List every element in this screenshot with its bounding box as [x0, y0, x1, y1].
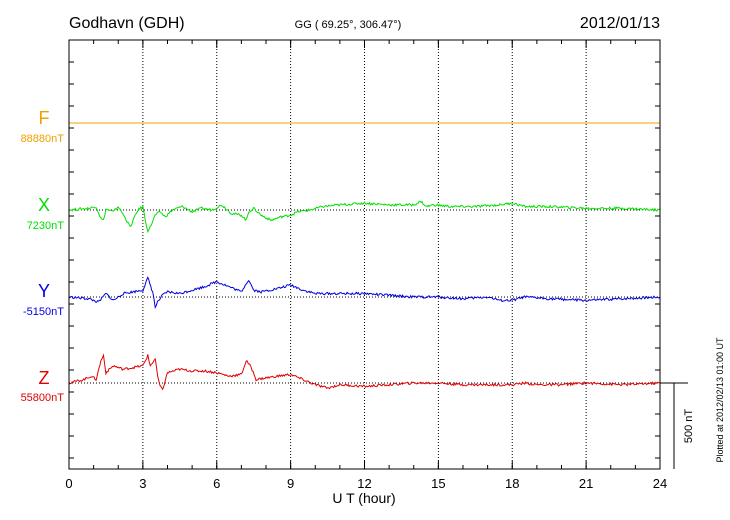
coordinates-label: GG ( 69.25°, 306.47°) [295, 19, 402, 31]
series-label-z: Z [39, 368, 50, 388]
x-tick-label: 15 [431, 476, 445, 491]
scale-bar: 500 nT [660, 382, 695, 469]
series-baseline-z: 55800nT [21, 392, 65, 404]
x-tick-labels: 0 3 6 9 12 15 18 21 24 [65, 476, 667, 491]
series-baseline-y: -5150nT [23, 306, 64, 318]
series-line-z [68, 353, 661, 391]
plotted-note: Plotted at 2012/02/13 01:00 UT [715, 337, 725, 463]
plot-frame [68, 39, 661, 470]
scale-bar-label: 500 nT [683, 409, 695, 444]
grid-lines [142, 40, 587, 469]
x-tick-label: 9 [287, 476, 294, 491]
x-tick-label: 24 [653, 476, 667, 491]
series-baseline-x: 7230nT [27, 220, 65, 232]
series-label-y: Y [38, 281, 50, 301]
axis-ticks [68, 40, 661, 469]
station-title: Godhavn (GDH) [69, 15, 185, 32]
series-label-x: X [38, 195, 50, 215]
date-label: 2012/01/13 [580, 15, 660, 32]
x-tick-label: 3 [139, 476, 146, 491]
series-baseline-f: 88880nT [21, 133, 65, 145]
x-tick-label: 0 [65, 476, 72, 491]
x-tick-label: 6 [213, 476, 220, 491]
series-line-y [68, 276, 661, 309]
x-tick-label: 21 [579, 476, 593, 491]
series-label-f: F [39, 108, 50, 128]
x-tick-label: 18 [505, 476, 519, 491]
series-layer [68, 122, 661, 391]
series-line-x [68, 200, 661, 234]
x-tick-label: 12 [357, 476, 371, 491]
x-axis-label: U T (hour) [332, 490, 395, 506]
